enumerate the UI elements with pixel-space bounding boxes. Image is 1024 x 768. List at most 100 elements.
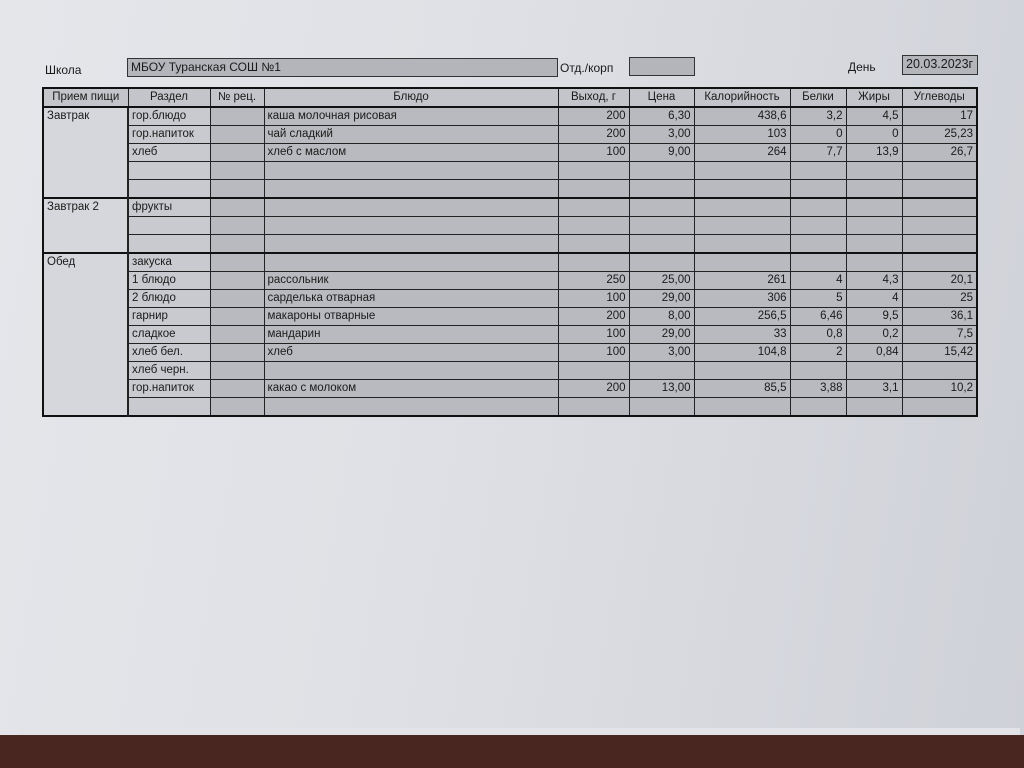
recipe-cell bbox=[209, 289, 265, 308]
dish-cell bbox=[263, 361, 559, 380]
calories-cell bbox=[693, 234, 791, 254]
col-fat-header: Жиры bbox=[845, 87, 903, 108]
recipe-cell bbox=[209, 143, 265, 162]
yield-cell: 200 bbox=[557, 379, 630, 398]
calories-cell bbox=[693, 361, 791, 380]
section-cell: закуска bbox=[127, 252, 211, 272]
recipe-cell bbox=[209, 234, 265, 254]
recipe-cell bbox=[209, 106, 265, 126]
protein-cell: 3,2 bbox=[789, 106, 847, 126]
section-cell bbox=[127, 397, 211, 417]
carbs-cell: 17 bbox=[901, 106, 978, 126]
col-carbs-header: Углеводы bbox=[901, 87, 978, 108]
protein-cell bbox=[789, 216, 847, 235]
price-cell bbox=[628, 179, 695, 199]
col-yield-header: Выход, г bbox=[557, 87, 630, 108]
calories-cell: 261 bbox=[693, 271, 791, 290]
col-calories-header: Калорийность bbox=[693, 87, 791, 108]
section-cell bbox=[127, 161, 211, 180]
yield-cell bbox=[557, 252, 630, 272]
school-field: МБОУ Туранская СОШ №1 bbox=[127, 58, 558, 77]
recipe-cell bbox=[209, 343, 265, 362]
section-cell: хлеб черн. bbox=[127, 361, 211, 380]
protein-cell bbox=[789, 161, 847, 180]
yield-cell: 250 bbox=[557, 271, 630, 290]
col-price-header: Цена bbox=[628, 87, 695, 108]
price-cell bbox=[628, 252, 695, 272]
section-cell bbox=[127, 234, 211, 254]
meal-name-cell: Завтрак 2 bbox=[42, 197, 129, 254]
fat-cell: 3,1 bbox=[845, 379, 903, 398]
protein-cell: 3,88 bbox=[789, 379, 847, 398]
section-cell bbox=[127, 179, 211, 199]
dish-cell: каша молочная рисовая bbox=[263, 106, 559, 126]
table-row: 1 блюдо рассольник 250 25,00 261 4 4,3 20,1 bbox=[43, 271, 978, 290]
protein-cell bbox=[789, 252, 847, 272]
section-cell: фрукты bbox=[127, 197, 211, 217]
carbs-cell bbox=[901, 161, 978, 180]
recipe-cell bbox=[209, 307, 265, 326]
recipe-cell bbox=[209, 179, 265, 199]
section-cell: гор.блюдо bbox=[127, 106, 211, 126]
dish-cell bbox=[263, 216, 559, 235]
day-field: 20.03.2023г bbox=[902, 55, 978, 75]
dish-cell bbox=[263, 179, 559, 199]
price-cell bbox=[628, 197, 695, 217]
col-recipe-header: № рец. bbox=[209, 87, 265, 108]
dish-cell: сарделька отварная bbox=[263, 289, 559, 308]
dish-cell bbox=[263, 234, 559, 254]
recipe-cell bbox=[209, 252, 265, 272]
col-dish-header: Блюдо bbox=[263, 87, 559, 108]
col-protein-header: Белки bbox=[789, 87, 847, 108]
table-row bbox=[43, 216, 978, 235]
fat-cell: 13,9 bbox=[845, 143, 903, 162]
fat-cell bbox=[845, 234, 903, 254]
price-cell: 3,00 bbox=[628, 125, 695, 144]
dish-cell: макароны отварные bbox=[263, 307, 559, 326]
yield-cell: 200 bbox=[557, 307, 630, 326]
fat-cell bbox=[845, 361, 903, 380]
fat-cell: 9,5 bbox=[845, 307, 903, 326]
col-meal-header: Прием пищи bbox=[42, 87, 129, 108]
yield-cell: 200 bbox=[557, 106, 630, 126]
carbs-cell bbox=[901, 179, 978, 199]
calories-cell: 103 bbox=[693, 125, 791, 144]
carbs-cell bbox=[901, 252, 978, 272]
carbs-cell bbox=[901, 216, 978, 235]
price-cell: 8,00 bbox=[628, 307, 695, 326]
recipe-cell bbox=[209, 397, 265, 417]
dish-cell: хлеб bbox=[263, 343, 559, 362]
protein-cell: 0 bbox=[789, 125, 847, 144]
table-row: гор.напиток чай сладкий 200 3,00 103 0 0 25,23 bbox=[43, 125, 978, 144]
carbs-cell bbox=[901, 361, 978, 380]
table-row: хлеб бел. хлеб 100 3,00 104,8 2 0,84 15,42 bbox=[43, 343, 978, 362]
calories-cell: 33 bbox=[693, 325, 791, 344]
price-cell bbox=[628, 216, 695, 235]
fat-cell bbox=[845, 397, 903, 417]
price-cell: 3,00 bbox=[628, 343, 695, 362]
dish-cell: мандарин bbox=[263, 325, 559, 344]
table-surface bbox=[0, 735, 1024, 768]
price-cell: 25,00 bbox=[628, 271, 695, 290]
recipe-cell bbox=[209, 271, 265, 290]
yield-cell: 100 bbox=[557, 343, 630, 362]
price-cell bbox=[628, 397, 695, 417]
section-cell bbox=[127, 216, 211, 235]
recipe-cell bbox=[209, 161, 265, 180]
protein-cell bbox=[789, 197, 847, 217]
carbs-cell: 7,5 bbox=[901, 325, 978, 344]
table-row bbox=[43, 234, 978, 254]
dish-cell bbox=[263, 161, 559, 180]
table-row: Завтрак 2 фрукты bbox=[42, 197, 978, 254]
table-header-row: Прием пищи Раздел № рец. Блюдо Выход, г Цена К… bbox=[42, 87, 978, 108]
carbs-cell bbox=[901, 197, 978, 217]
price-cell bbox=[628, 361, 695, 380]
price-cell bbox=[628, 161, 695, 180]
day-label: День bbox=[848, 60, 876, 74]
yield-cell bbox=[557, 397, 630, 417]
fat-cell: 0 bbox=[845, 125, 903, 144]
calories-cell bbox=[693, 197, 791, 217]
fat-cell bbox=[845, 161, 903, 180]
calories-cell: 438,6 bbox=[693, 106, 791, 126]
price-cell: 6,30 bbox=[628, 106, 695, 126]
